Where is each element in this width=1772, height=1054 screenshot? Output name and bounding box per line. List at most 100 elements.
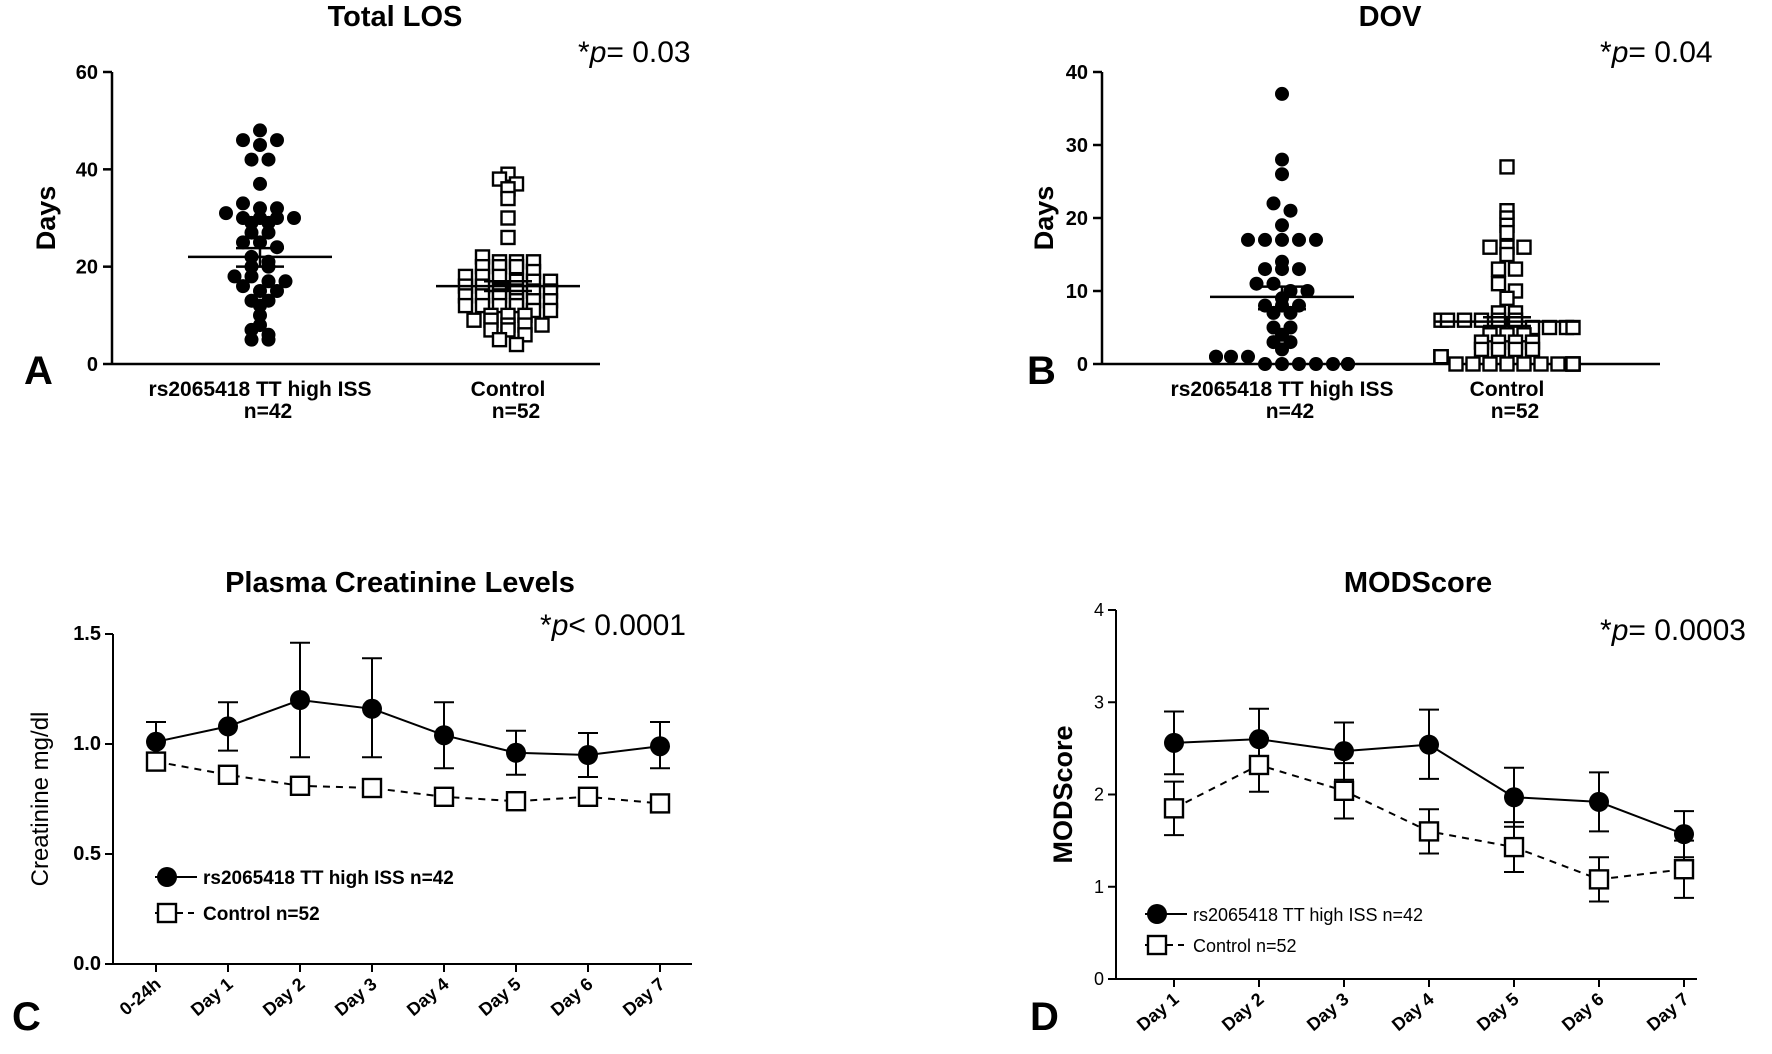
data-point — [649, 793, 671, 814]
category-label: rs2065418 TT high ISS — [149, 378, 372, 401]
data-point — [1674, 824, 1694, 845]
data-point — [244, 152, 259, 167]
x-tick-label: Day 4 — [403, 974, 453, 1020]
category-label: Control — [1470, 378, 1545, 401]
data-point — [146, 731, 166, 752]
y-tick-label: 1.5 — [73, 623, 101, 645]
data-point — [244, 332, 259, 347]
data-point — [1507, 341, 1524, 358]
panel-A: Total LOS *p= 0.03 A 0 20 40 60 Days rs2065418 T… — [24, 1, 691, 423]
data-point — [1258, 357, 1272, 371]
data-point — [1541, 319, 1558, 336]
data-point — [253, 138, 267, 152]
data-point — [1292, 262, 1306, 277]
data-point — [1248, 754, 1270, 776]
data-point — [457, 297, 474, 314]
data-point — [244, 225, 259, 240]
data-point — [1565, 319, 1581, 336]
data-point — [278, 274, 293, 289]
x-tick-label: Day 2 — [1218, 989, 1268, 1035]
data-point — [253, 308, 267, 323]
data-point — [261, 225, 276, 240]
p-value: *p= 0.04 — [1600, 36, 1713, 69]
data-point — [1524, 341, 1541, 358]
y-tick-label: 4 — [1094, 600, 1104, 620]
legend-label: rs2065418 TT high ISS n=42 — [1193, 905, 1423, 925]
data-point — [433, 786, 455, 807]
legend-label: Control n=52 — [203, 904, 320, 925]
data-point — [1309, 232, 1323, 247]
series-line — [155, 760, 661, 805]
data-point — [500, 210, 516, 226]
chart-title: MODScore — [1344, 567, 1492, 599]
x-tick-label: Day 1 — [1133, 989, 1183, 1035]
data-point — [1499, 224, 1515, 241]
data-point — [261, 332, 276, 347]
data-point — [1516, 239, 1532, 255]
data-point — [577, 786, 599, 807]
y-axis-label: Days — [1029, 186, 1059, 251]
data-point — [1164, 732, 1184, 753]
y-tick-label: 2 — [1094, 785, 1104, 805]
data-point — [1241, 349, 1255, 364]
data-point — [578, 745, 598, 765]
data-point — [287, 211, 301, 225]
p-value: *p< 0.0001 — [540, 609, 686, 642]
y-axis-label: Days — [31, 186, 61, 251]
data-point — [1266, 276, 1281, 291]
series-line — [155, 698, 661, 757]
data-point — [261, 152, 276, 167]
data-point — [1224, 349, 1238, 364]
y-tick-label: 0.5 — [73, 843, 101, 865]
data-point — [270, 284, 284, 298]
data-point — [217, 764, 239, 785]
data-point — [1473, 312, 1490, 328]
data-point — [1465, 356, 1481, 372]
data-point — [1499, 159, 1515, 175]
x-tick-label: 0-24h — [116, 974, 165, 1020]
category-n-label: n=52 — [492, 400, 540, 423]
chart-title: Plasma Creatinine Levels — [225, 567, 575, 599]
x-tick-label: Day 6 — [547, 974, 597, 1020]
data-point — [1326, 357, 1340, 371]
category-n-label: n=42 — [244, 400, 292, 423]
data-point — [1473, 341, 1490, 358]
x-tick-label: Day 6 — [1558, 989, 1608, 1035]
data-point — [1292, 232, 1306, 247]
legend-label: rs2065418 TT high ISS n=42 — [203, 868, 454, 889]
data-point — [253, 298, 267, 313]
data-point — [466, 312, 482, 328]
y-tick-label: 10 — [1066, 281, 1088, 303]
data-point — [491, 331, 508, 348]
data-point — [1419, 734, 1439, 755]
data-point — [650, 736, 670, 757]
data-point — [236, 279, 250, 294]
data-point — [244, 215, 259, 230]
data-point — [1503, 836, 1525, 858]
data-point — [270, 201, 284, 216]
data-point — [1673, 859, 1695, 880]
data-point — [244, 322, 259, 337]
data-point — [361, 777, 383, 799]
legend-marker — [156, 902, 178, 924]
y-tick-label: 0.0 — [73, 953, 101, 975]
data-point — [236, 196, 250, 211]
data-point — [508, 258, 525, 275]
category-n-label: n=52 — [1491, 400, 1539, 423]
data-point — [219, 206, 233, 221]
legend-label: Control n=52 — [1193, 936, 1297, 956]
data-point — [505, 791, 527, 812]
p-value: *p= 0.03 — [578, 36, 691, 69]
y-tick-label: 30 — [1066, 135, 1088, 157]
y-tick-label: 40 — [76, 159, 98, 181]
data-point — [1292, 357, 1306, 371]
legend-marker — [1146, 934, 1168, 956]
data-point — [542, 302, 559, 319]
x-tick-label: Day 3 — [331, 974, 381, 1020]
y-tick-label: 3 — [1094, 692, 1104, 712]
data-point — [227, 269, 242, 284]
data-point — [1499, 246, 1515, 263]
panel-letter: B — [1027, 349, 1056, 393]
y-tick-label: 0 — [87, 354, 98, 376]
panel-B: DOV *p= 0.04 B 0 10 20 30 40 Days rs2065418 TT hi… — [1027, 1, 1713, 423]
